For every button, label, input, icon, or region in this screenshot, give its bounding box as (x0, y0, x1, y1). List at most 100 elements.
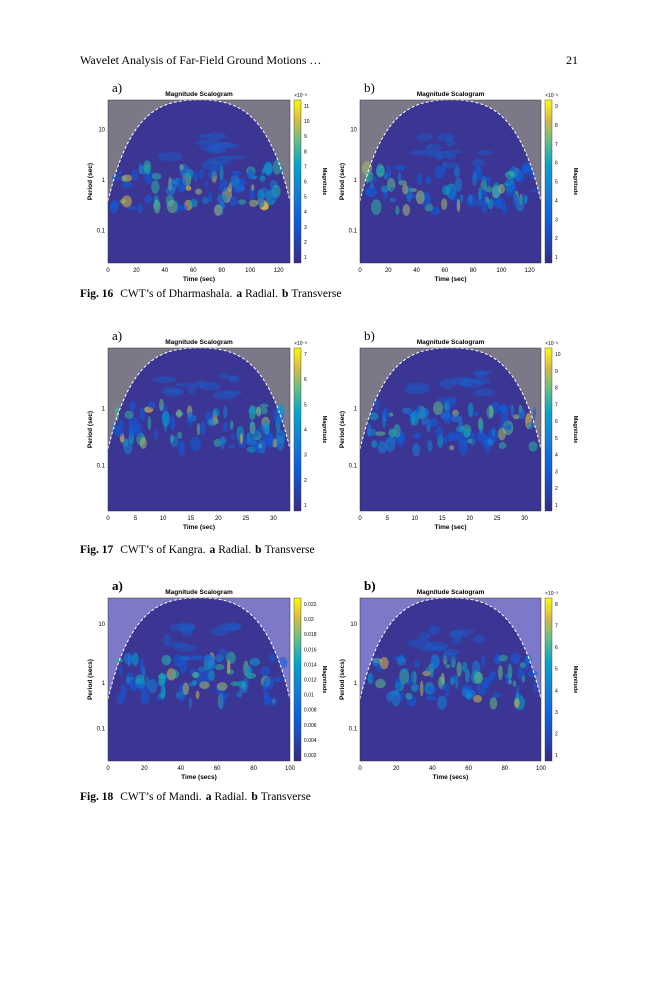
scalogram-energy (180, 183, 186, 191)
scalogram-energy (144, 194, 153, 204)
colorbar-tick-label: 0.022 (304, 602, 317, 608)
plot-title: Magnitude Scalogram (417, 91, 485, 98)
scalogram-energy (425, 695, 437, 701)
caption-text: CWT’s of Mandi. (120, 791, 202, 803)
scalogram-energy (138, 162, 143, 175)
scalogram-energy (179, 163, 184, 171)
x-tick-label: 0 (106, 516, 110, 522)
scalogram-energy (259, 403, 269, 408)
y-tick-label: 10 (98, 127, 105, 133)
y-tick-label: 10 (98, 622, 105, 628)
scalogram-energy (437, 133, 455, 142)
scalogram-energy (195, 188, 202, 195)
scalogram-energy (239, 687, 248, 694)
y-tick-label: 0.1 (349, 726, 358, 732)
scalogram-energy (262, 681, 267, 694)
scalogram-energy (411, 683, 419, 693)
scalogram-energy (394, 677, 402, 690)
scalogram-energy (231, 170, 242, 176)
scalogram-energy (267, 433, 275, 448)
scalogram-energy (415, 190, 425, 205)
scalogram-energy (248, 406, 259, 415)
scalogram-field (108, 100, 290, 263)
scalogram-energy (386, 165, 392, 178)
scalogram-energy (178, 440, 186, 456)
scalogram-energy (377, 441, 388, 454)
scalogram-energy (456, 661, 462, 677)
scalogram-energy (247, 665, 251, 679)
scalogram-energy (207, 132, 227, 141)
scalogram-energy (436, 397, 456, 403)
scalogram-energy (372, 657, 381, 667)
colorbar (544, 597, 553, 762)
x-tick-label: 20 (133, 268, 140, 274)
scalogram-energy (375, 678, 386, 689)
y-tick-label: 1 (102, 178, 106, 184)
scalogram-energy (239, 433, 244, 445)
plot-title: Magnitude Scalogram (417, 339, 485, 346)
scalogram-energy (443, 692, 450, 697)
scalogram-energy (258, 443, 263, 449)
x-tick-label: 30 (521, 516, 528, 522)
scalogram-energy (497, 665, 503, 681)
scalogram-energy (449, 445, 455, 451)
scalogram-energy (492, 692, 502, 698)
scalogram-energy (443, 149, 463, 154)
scalogram-energy (188, 385, 197, 395)
colorbar-exponent: ×10⁻³ (545, 591, 558, 597)
colorbar-tick-label: 4 (555, 688, 558, 694)
scalogram-energy (118, 170, 123, 175)
scalogram-energy (196, 422, 201, 436)
colorbar-exponent: ×10⁻³ (294, 341, 307, 347)
scalogram-energy (157, 679, 166, 687)
colorbar-tick-label: 1 (304, 503, 307, 509)
x-tick-label: 0 (106, 766, 110, 772)
scalogram-energy (147, 416, 152, 431)
scalogram-energy (370, 181, 374, 189)
colorbar-tick-label: 2 (555, 486, 558, 492)
scalogram-energy (230, 175, 240, 187)
scalogram-energy (195, 380, 206, 389)
colorbar-tick-label: 5 (555, 667, 558, 673)
colorbar (544, 347, 553, 512)
y-tick-label: 1 (354, 178, 358, 184)
scalogram-energy (176, 409, 183, 418)
scalogram-energy (521, 162, 532, 174)
plot-title: Magnitude Scalogram (165, 339, 233, 346)
colorbar-tick-label: 7 (304, 164, 307, 170)
x-tick-label: 25 (243, 516, 250, 522)
x-tick-label: 100 (496, 268, 507, 274)
figure-caption: Fig. 18 CWT’s of Mandi. a Radial. b Transvers… (80, 791, 311, 803)
x-axis-label: Time (secs) (181, 774, 217, 781)
scalogram-energy (413, 660, 421, 668)
scalogram-energy (518, 408, 526, 420)
scalogram-energy (281, 167, 285, 172)
scalogram-energy (409, 411, 420, 419)
scalogram-energy (461, 689, 470, 697)
scalogram-energy (456, 428, 466, 444)
scalogram-energy (219, 622, 242, 631)
colorbar-tick-label: 2 (555, 731, 558, 737)
scalogram-energy (213, 204, 223, 216)
colorbar-tick-label: 3 (555, 217, 558, 223)
y-tick-label: 0.1 (97, 726, 106, 732)
colorbar-tick-label: 8 (555, 602, 558, 608)
y-tick-label: 1 (354, 681, 358, 687)
colorbar-tick-label: 5 (555, 436, 558, 442)
caption-label: Fig. 18 (80, 791, 113, 803)
scalogram-energy (428, 417, 439, 428)
scalogram-energy (114, 658, 124, 663)
scalogram-energy (136, 684, 142, 689)
colorbar-tick-label: 2 (555, 236, 558, 242)
x-tick-label: 120 (525, 268, 536, 274)
scalogram-energy (374, 431, 386, 436)
scalogram-energy (450, 629, 476, 634)
scalogram-energy (507, 675, 511, 684)
figure-caption: Fig. 16 CWT’s of Dharmashala. a Radial. b Tra… (80, 288, 341, 300)
caption-part: b (255, 544, 261, 556)
scalogram-energy (484, 186, 493, 193)
colorbar (293, 99, 302, 264)
x-tick-label: 60 (190, 268, 197, 274)
x-axis-label: Time (sec) (434, 276, 466, 283)
panel-letter: b) (364, 328, 375, 343)
